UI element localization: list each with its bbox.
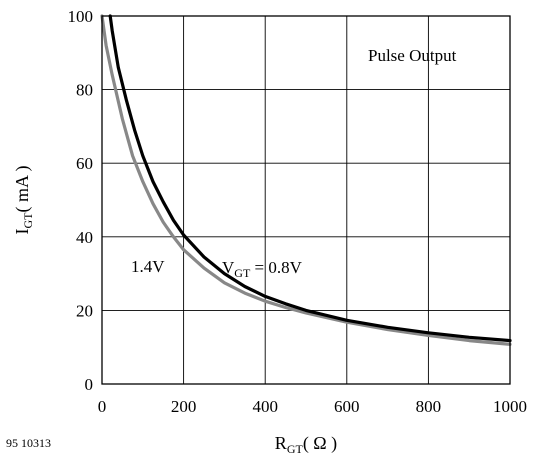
y-axis-label-sub: GT <box>21 212 35 229</box>
y-tick-label: 100 <box>68 7 94 26</box>
x-tick-label: 800 <box>416 397 442 416</box>
x-axis-label-rest: ( Ω ) <box>303 433 337 454</box>
y-axis-label-rest: ( mA ) <box>12 165 33 212</box>
y-tick-label: 80 <box>76 81 93 100</box>
x-tick-label: 0 <box>98 397 107 416</box>
x-tick-label: 600 <box>334 397 360 416</box>
series-group <box>100 14 512 346</box>
series-label-vgt-main: V <box>222 258 235 277</box>
y-tick-label: 0 <box>85 375 94 394</box>
y-axis-label: IGT( mA ) <box>12 165 35 234</box>
figure-id: 95 10313 <box>6 436 51 450</box>
y-tick-label: 20 <box>76 301 93 320</box>
x-axis-label-main: R <box>275 433 287 453</box>
series-line <box>100 14 512 346</box>
y-tick-labels: 0 20 40 60 80 100 <box>68 7 94 394</box>
series-label-vgt-rest: = 0.8V <box>250 258 302 277</box>
series-label-vgt-0-8v: VGT = 0.8V <box>222 258 303 280</box>
x-axis-label-sub: GT <box>287 442 304 456</box>
plot-frame <box>101 15 511 385</box>
series-label-vgt-sub: GT <box>234 266 251 280</box>
y-axis-label-main: I <box>12 229 32 235</box>
x-tick-label: 1000 <box>493 397 527 416</box>
y-tick-label: 60 <box>76 154 93 173</box>
x-tick-label: 400 <box>252 397 278 416</box>
series-line <box>108 14 512 343</box>
y-tick-label: 40 <box>76 228 93 247</box>
annotation-pulse-output: Pulse Output <box>368 46 457 65</box>
x-tick-label: 200 <box>171 397 197 416</box>
series-label-1-4v: 1.4V <box>131 257 165 276</box>
x-axis-label: RGT( Ω ) <box>275 433 337 456</box>
x-tick-labels: 0 200 400 600 800 1000 <box>98 397 527 416</box>
